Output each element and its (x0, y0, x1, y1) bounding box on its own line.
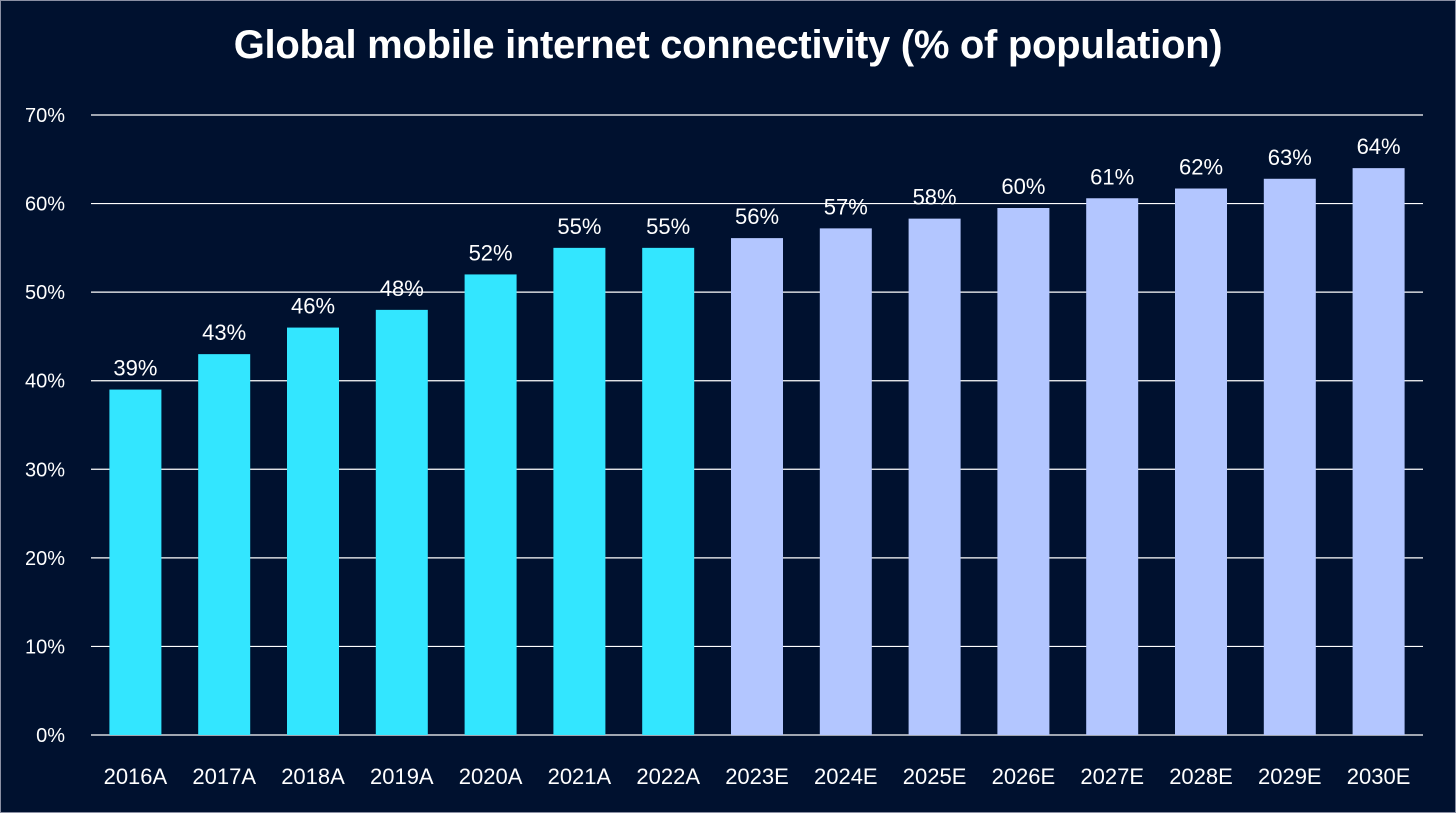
data-label-2029E: 63% (1268, 145, 1312, 170)
bar-2017A (198, 354, 251, 735)
x-tick-label-2023E: 2023E (725, 764, 789, 789)
y-tick-label: 40% (25, 371, 65, 393)
bar-2026E (997, 208, 1050, 735)
y-tick-label: 60% (25, 194, 65, 216)
bar-2019A (375, 309, 428, 735)
x-tick-label-2018A: 2018A (281, 764, 345, 789)
x-tick-label-2021A: 2021A (548, 764, 612, 789)
y-tick-label: 70% (25, 105, 65, 127)
x-tick-label-2027E: 2027E (1080, 764, 1144, 789)
data-label-2028E: 62% (1179, 155, 1223, 180)
x-tick-label-2024E: 2024E (814, 764, 878, 789)
x-tick-label-2030E: 2030E (1347, 764, 1411, 789)
x-tick-label-2019A: 2019A (370, 764, 434, 789)
data-label-2021A: 55% (557, 214, 601, 239)
bar-2018A (287, 327, 339, 735)
data-label-2016A: 39% (113, 356, 157, 381)
data-label-2020A: 52% (469, 240, 513, 265)
bar-2016A (109, 389, 162, 735)
data-label-2018A: 46% (291, 294, 335, 319)
bar-2029E (1263, 178, 1316, 735)
data-label-2022A: 55% (646, 214, 690, 239)
data-label-2026E: 60% (1001, 174, 1045, 199)
bar-2020A (464, 274, 517, 735)
labels: 0% 10% 20% 30% 40% 50% 60% 70% 39% 2016A 43% 2017A 4… (25, 105, 1410, 789)
x-tick-label-2025E: 2025E (903, 764, 967, 789)
bar-2021A (553, 247, 606, 735)
data-label-2023E: 56% (735, 204, 779, 229)
y-tick-label: 50% (25, 282, 65, 304)
data-label-2030E: 64% (1357, 134, 1401, 159)
data-label-2025E: 58% (913, 185, 957, 210)
bar-2022A (642, 247, 695, 735)
bar-2027E (1086, 198, 1139, 735)
bar-2028E (1175, 188, 1227, 735)
y-tick-label: 30% (25, 459, 65, 481)
y-tick-label: 20% (25, 548, 65, 570)
x-tick-label-2026E: 2026E (992, 764, 1056, 789)
y-tick-label: 10% (25, 636, 65, 658)
x-tick-label-2022A: 2022A (636, 764, 700, 789)
bars (109, 168, 1405, 736)
data-label-2027E: 61% (1090, 164, 1134, 189)
data-label-2024E: 57% (824, 194, 868, 219)
x-tick-label-2016A: 2016A (104, 764, 168, 789)
bar-2023E (731, 238, 783, 735)
x-tick-label-2017A: 2017A (192, 764, 256, 789)
bar-2024E (819, 228, 872, 735)
data-label-2019A: 48% (380, 276, 424, 301)
bar-2030E (1352, 168, 1405, 736)
x-tick-label-2020A: 2020A (459, 764, 523, 789)
x-tick-label-2028E: 2028E (1169, 764, 1233, 789)
chart-title: Global mobile internet connectivity (% o… (233, 23, 1223, 67)
y-tick-label: 0% (36, 725, 65, 747)
x-tick-label-2029E: 2029E (1258, 764, 1322, 789)
data-label-2017A: 43% (202, 320, 246, 345)
bar-2025E (908, 218, 961, 736)
